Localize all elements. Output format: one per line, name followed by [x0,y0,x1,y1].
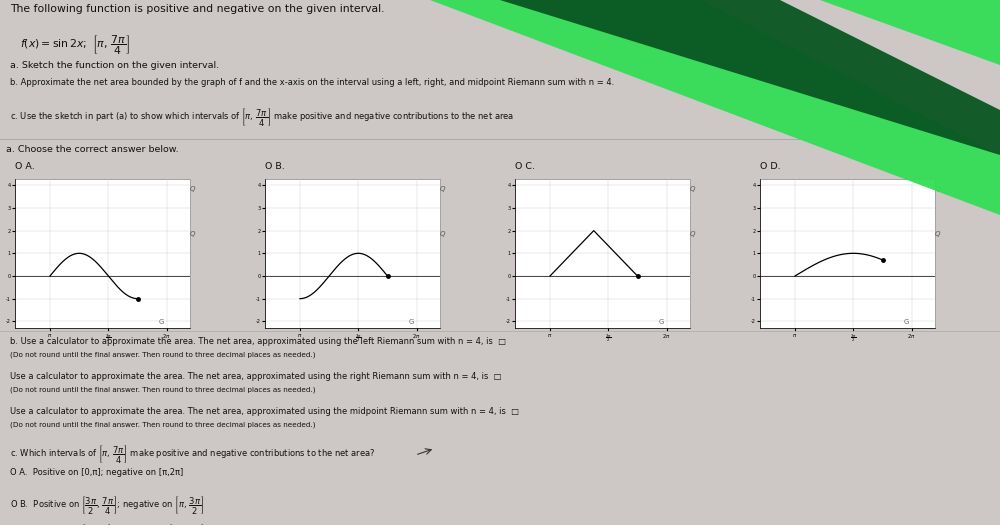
Text: O A.  Positive on [0,π]; negative on [π,2π]: O A. Positive on [0,π]; negative on [π,2… [10,468,183,477]
Text: O C.  Positive on $\left[\pi,\,\dfrac{3\pi}{2}\right]$; negative on $\left[\dfra: O C. Positive on $\left[\pi,\,\dfrac{3\p… [10,523,204,525]
Text: G: G [409,319,414,325]
Text: a. Choose the correct answer below.: a. Choose the correct answer below. [6,145,178,154]
Polygon shape [500,0,1000,155]
Text: a. Sketch the function on the given interval.: a. Sketch the function on the given inte… [10,61,219,70]
Text: Q: Q [190,231,196,237]
Text: The following function is positive and negative on the given interval.: The following function is positive and n… [10,4,384,14]
Text: O C.: O C. [515,162,535,171]
Text: Q: Q [935,231,940,237]
Polygon shape [430,0,1000,215]
Text: G: G [658,319,664,325]
Text: G: G [158,319,164,325]
Text: c. Which intervals of $\left[\pi,\,\dfrac{7\pi}{4}\right]$ make positive and neg: c. Which intervals of $\left[\pi,\,\dfra… [10,444,375,466]
Polygon shape [820,0,1000,65]
Text: b. Use a calculator to approximate the area. The net area, approximated using th: b. Use a calculator to approximate the a… [10,337,506,345]
Text: Q: Q [440,231,446,237]
Text: (Do not round until the final answer. Then round to three decimal places as need: (Do not round until the final answer. Th… [10,351,316,358]
Text: Q: Q [690,231,696,237]
Text: Use a calculator to approximate the area. The net area, approximated using the m: Use a calculator to approximate the area… [10,406,519,415]
Text: O D.: O D. [760,162,781,171]
Text: (Do not round until the final answer. Then round to three decimal places as need: (Do not round until the final answer. Th… [10,421,316,427]
Text: Q: Q [190,186,196,192]
Text: G: G [904,319,909,325]
Text: O A.: O A. [15,162,35,171]
Text: c. Use the sketch in part (a) to show which intervals of $\left[\pi,\,\dfrac{7\p: c. Use the sketch in part (a) to show wh… [10,107,514,129]
Text: Q: Q [690,186,696,192]
Text: Use a calculator to approximate the area. The net area, approximated using the r: Use a calculator to approximate the area… [10,372,502,381]
Text: (Do not round until the final answer. Then round to three decimal places as need: (Do not round until the final answer. Th… [10,386,316,393]
Text: Q: Q [935,186,940,192]
Text: O B.  Positive on $\left[\dfrac{3\pi}{2},\,\dfrac{7\pi}{4}\right]$; negative on : O B. Positive on $\left[\dfrac{3\pi}{2},… [10,495,204,517]
Text: O B.: O B. [265,162,285,171]
Text: $f(x)=\sin 2x;\ \left[\pi,\,\dfrac{7\pi}{4}\right]$: $f(x)=\sin 2x;\ \left[\pi,\,\dfrac{7\pi}… [20,34,130,57]
Text: Q: Q [440,186,446,192]
Text: b. Approximate the net area bounded by the graph of f and the x-axis on the inte: b. Approximate the net area bounded by t… [10,78,614,87]
